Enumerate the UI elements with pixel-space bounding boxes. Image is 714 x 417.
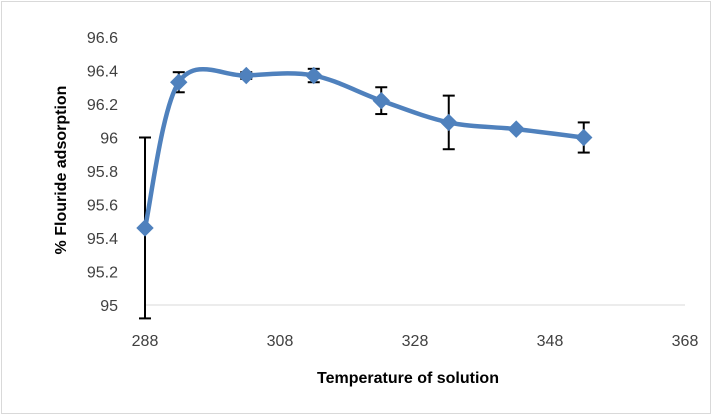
y-tick-label: 95.4 <box>87 231 118 248</box>
x-tick-label: 368 <box>672 333 699 350</box>
x-tick-label: 328 <box>402 333 429 350</box>
data-point-marker <box>237 66 255 85</box>
series-line <box>142 66 586 231</box>
y-tick-label: 95.2 <box>87 265 118 282</box>
data-point-marker <box>507 120 525 138</box>
data-point-marker <box>440 113 458 132</box>
x-tick-labels: 288 308 328 348 368 <box>132 333 699 350</box>
data-point-marker <box>136 219 154 237</box>
data-point-marker <box>170 73 188 91</box>
y-tick-label: 96.2 <box>87 97 118 114</box>
y-tick-labels: 95 95.2 95.4 95.6 95.8 96 96.2 96.4 96.6 <box>87 30 118 315</box>
y-tick-label: 96 <box>100 131 118 148</box>
y-tick-label: 95.8 <box>87 164 118 181</box>
x-tick-label: 288 <box>132 333 159 350</box>
y-tick-label: 96.4 <box>87 64 118 81</box>
x-tick-label: 348 <box>537 333 564 350</box>
data-point-marker <box>575 128 593 147</box>
y-axis-title: % Flouride adsorption <box>53 86 70 255</box>
x-axis-title: Temperature of solution <box>317 370 499 387</box>
data-point-marker <box>372 91 390 110</box>
data-point-marker <box>305 66 323 85</box>
x-tick-label: 308 <box>267 333 294 350</box>
y-tick-label: 96.6 <box>87 30 118 47</box>
y-tick-label: 95 <box>100 298 118 315</box>
error-bars <box>139 67 590 320</box>
data-points <box>136 66 593 237</box>
y-tick-label: 95.6 <box>87 198 118 215</box>
